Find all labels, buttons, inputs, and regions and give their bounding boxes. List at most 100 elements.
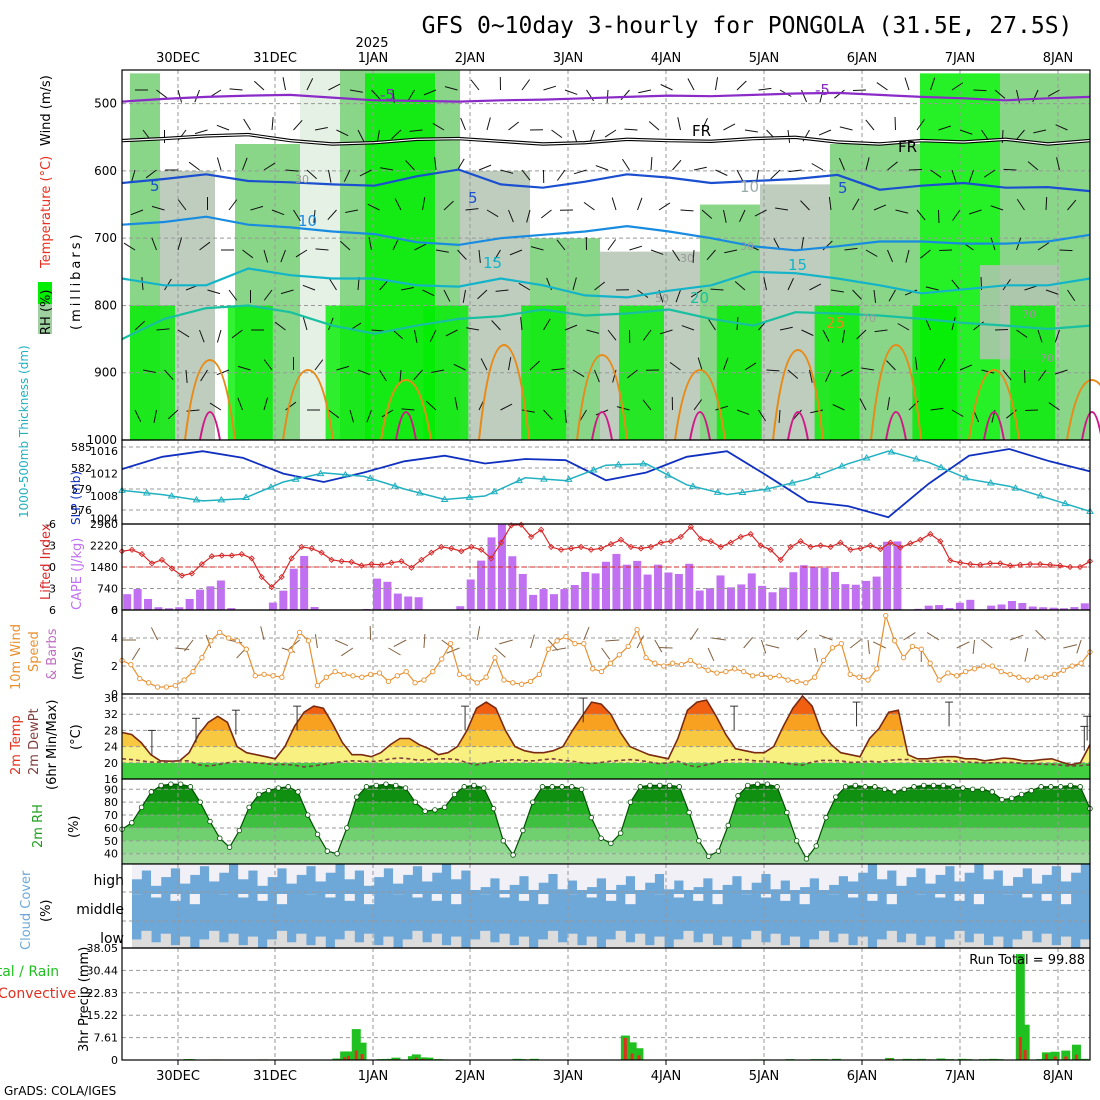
cloud-high-gap (286, 864, 297, 884)
wind-speed-marker (332, 668, 338, 675)
wind-barb-10m (184, 639, 194, 652)
thickness-marker (192, 495, 201, 503)
precip-total-bar (1071, 1044, 1081, 1060)
contour-label: 25 (826, 314, 845, 332)
wind-speed-marker (945, 670, 951, 676)
wind-barb (951, 169, 957, 183)
li-marker (977, 561, 984, 568)
wind-barb (706, 249, 716, 261)
wind-barb (607, 329, 617, 341)
cloud-high-gap (664, 864, 675, 890)
wind-barb (1002, 369, 1012, 381)
cloud-high-gap (160, 864, 171, 878)
rh-marker (598, 835, 604, 841)
wind-barb (916, 119, 925, 131)
cloud-high-gap (354, 864, 365, 871)
cloud-high-gap (993, 864, 1004, 871)
isotherm-25-loop (380, 378, 432, 441)
cloud-high-gap (257, 864, 268, 886)
rh-marker (383, 781, 389, 787)
wind-barb (432, 122, 445, 131)
wind-barb (981, 369, 995, 374)
temp-tick-label: 24 (104, 741, 118, 754)
cape-bar (768, 592, 777, 610)
li-marker (647, 543, 655, 551)
cape-bar (466, 579, 475, 610)
wind-barb (130, 209, 144, 216)
rh-marker (177, 781, 184, 787)
wind-barb (168, 409, 179, 420)
cloud-low-gap (1022, 930, 1033, 948)
cloud-high-gap (896, 864, 907, 886)
li-marker (288, 555, 295, 562)
cape-bar (997, 604, 1006, 610)
wind-barb-10m (867, 639, 870, 654)
wind-barb (897, 323, 910, 331)
wind-speed-marker (723, 668, 729, 675)
wind-barb (1037, 242, 1050, 251)
cloud-high-gap (915, 864, 926, 869)
wind-barb (477, 289, 488, 300)
rh-marker (236, 827, 243, 834)
li-marker (468, 543, 475, 551)
cape-bar (487, 537, 496, 610)
wind-barb (207, 289, 221, 295)
wind-speed-marker (296, 629, 303, 636)
precip-conv-bar (1053, 1056, 1057, 1060)
wind-barb (177, 199, 187, 211)
cloud-low-gap (683, 930, 694, 948)
cloud-cover-panel (121, 863, 1091, 949)
cloud-low-gap (886, 930, 897, 948)
cloud-high-gap (470, 864, 481, 890)
precip-total-bar (411, 1054, 421, 1060)
wind-speed-marker (172, 682, 178, 689)
cloud-mid-gap (712, 894, 723, 905)
cloud-mid-gap (538, 894, 549, 905)
cloud-low-gap (509, 945, 520, 948)
cape-bar (685, 563, 694, 610)
cape-bar (206, 586, 215, 610)
thickness-marker (540, 475, 548, 482)
cloud-low-gap (702, 933, 713, 948)
wind-barb (368, 237, 372, 251)
cape-bar (393, 593, 402, 610)
wind-barb (887, 249, 894, 263)
li-marker (957, 559, 964, 566)
li-marker (298, 543, 305, 551)
contour-label: 15 (788, 256, 807, 274)
cloud-high-gap (131, 864, 142, 880)
wind-barb (887, 397, 891, 411)
wind-barb (1056, 157, 1060, 171)
rh-marker (862, 784, 868, 790)
cape-bar (955, 602, 964, 610)
cloud-high-gap (644, 864, 655, 883)
rh-marker (1009, 795, 1015, 802)
cape-bar (133, 588, 142, 610)
isotherm-30-loop (1081, 410, 1100, 441)
cape-bar (706, 588, 715, 610)
li-marker (128, 546, 136, 553)
rh-marker (451, 791, 458, 798)
date-label-bottom: 2JAN (455, 1069, 486, 1084)
rh-marker (363, 784, 370, 790)
cloud-low-gap (238, 945, 249, 948)
rh-marker (637, 784, 643, 790)
cloud-high-gap (141, 864, 152, 871)
wind-barb-10m (260, 626, 265, 641)
wind-barb (583, 201, 595, 211)
wind-barb (1067, 289, 1076, 302)
wind-speed-marker (634, 626, 640, 633)
cloud-low-gap (412, 930, 423, 948)
wind-speed-marker (243, 646, 249, 652)
thickness-marker (713, 488, 722, 495)
wind-barb (739, 209, 746, 222)
temp-tick-label: 16 (104, 773, 118, 786)
rh-marker (588, 814, 595, 821)
wind-speed-marker (590, 666, 596, 672)
wind-barb (508, 357, 512, 371)
wind-speed-marker (385, 678, 392, 685)
cloud-high-gap (189, 864, 200, 875)
rh-marker (657, 782, 663, 789)
li-marker (438, 543, 445, 551)
cape-bar (144, 598, 153, 610)
